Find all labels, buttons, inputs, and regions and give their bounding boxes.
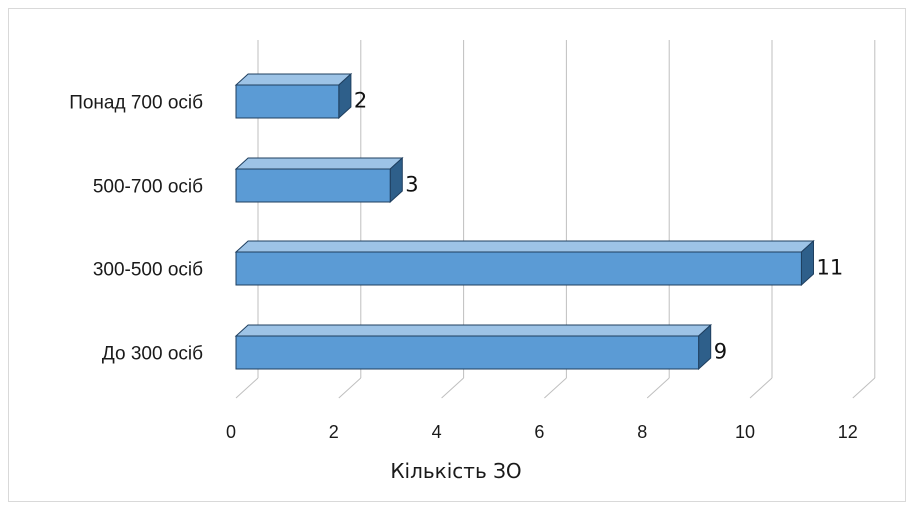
gridline-floor — [749, 377, 773, 399]
gridline-floor — [646, 377, 670, 399]
bar-front-face — [235, 251, 802, 286]
bar-top-face — [234, 73, 353, 86]
category-labels: До 300 осіб 300-500 осіб 500-700 осіб Понад… — [69, 93, 203, 365]
category-label: 300-500 осіб — [93, 260, 203, 281]
bar — [234, 72, 353, 120]
gridline-floor — [235, 377, 259, 399]
x-tick-label: 2 — [329, 422, 339, 442]
x-axis-title: Кількість ЗО — [390, 459, 521, 483]
data-labels: 9 11 3 2 — [354, 89, 843, 364]
gridline-floor — [852, 377, 876, 399]
bar-front-face — [235, 84, 340, 119]
x-tick-label: 4 — [432, 422, 442, 442]
x-tick-label: 10 — [735, 422, 755, 442]
bar — [234, 323, 712, 371]
bars — [234, 72, 815, 371]
category-label: Понад 700 осіб — [69, 93, 203, 114]
bar-front-face — [235, 335, 700, 370]
category-label: До 300 осіб — [102, 344, 203, 365]
data-label: 11 — [817, 256, 844, 280]
x-tick-labels: 0 2 4 6 8 10 12 — [226, 422, 858, 442]
x-tick-label: 8 — [637, 422, 647, 442]
bar-top-face — [234, 157, 404, 170]
gridline-floor — [338, 377, 362, 399]
x-tick-label: 6 — [534, 422, 544, 442]
category-label: 500-700 осіб — [93, 177, 203, 198]
x-tick-label: 0 — [226, 422, 236, 442]
data-label: 3 — [405, 173, 418, 197]
data-label: 2 — [354, 89, 367, 113]
bar — [234, 156, 404, 204]
x-tick-label: 12 — [838, 422, 858, 442]
bar-top-face — [234, 324, 712, 337]
bar — [234, 239, 815, 287]
gridline-floor — [441, 377, 464, 399]
gridline-floor — [544, 377, 567, 399]
bar-front-face — [235, 168, 391, 203]
bar-top-face — [234, 240, 815, 253]
data-label: 9 — [714, 340, 727, 364]
